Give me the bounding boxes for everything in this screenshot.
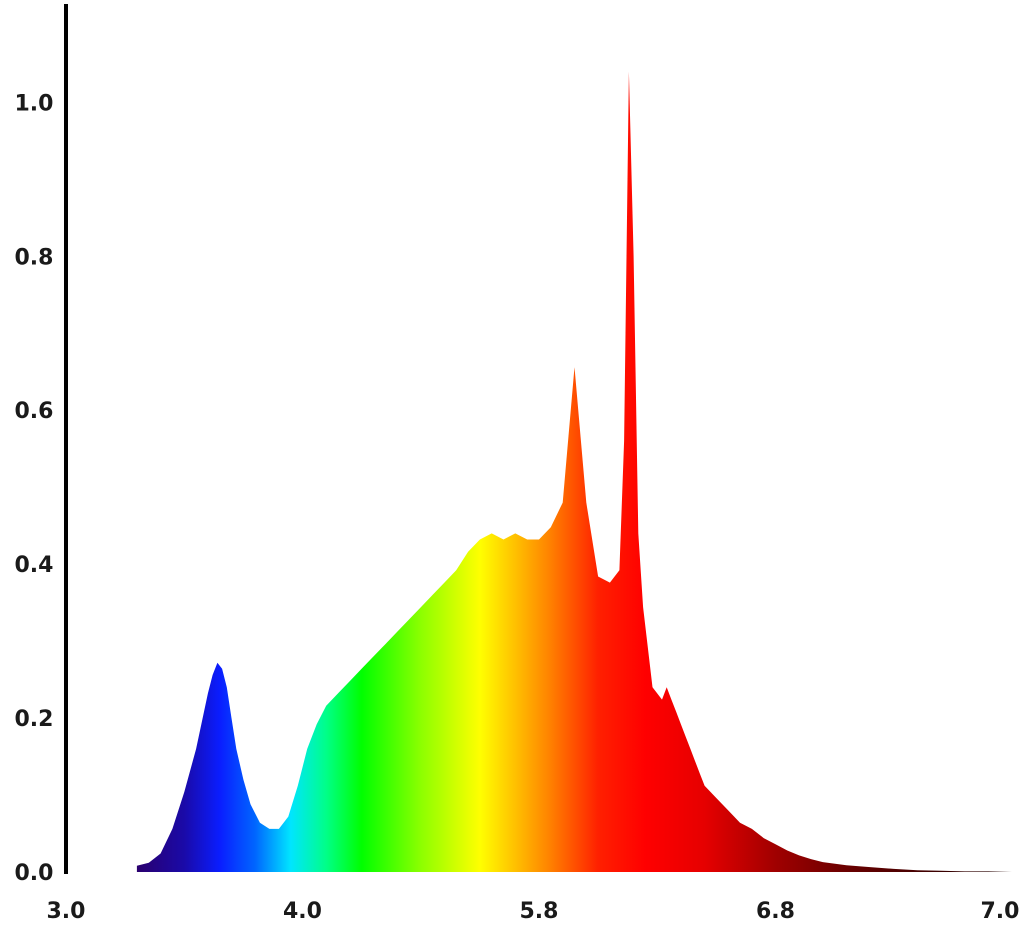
y-tick-label: 0.4	[15, 553, 54, 578]
x-tick-label: 4.0	[283, 899, 322, 924]
y-tick-label: 0.8	[15, 245, 54, 270]
ticks-group: 0.0 0.2 0.4 0.6 0.8 1.0 3.0 4.0 5.8 6.8 7.0	[15, 91, 1020, 924]
x-tick-label: 5.8	[520, 899, 559, 924]
x-tick-label: 3.0	[47, 899, 86, 924]
y-tick-label: 1.0	[15, 91, 54, 116]
y-tick-label: 0.6	[15, 399, 54, 424]
spectrum-area	[136, 71, 1012, 872]
x-tick-label: 7.0	[981, 899, 1020, 924]
y-tick-label: 0.2	[15, 707, 54, 732]
y-tick-label: 0.0	[15, 861, 54, 886]
x-tick-label: 6.8	[756, 899, 795, 924]
area-group	[136, 71, 1012, 872]
